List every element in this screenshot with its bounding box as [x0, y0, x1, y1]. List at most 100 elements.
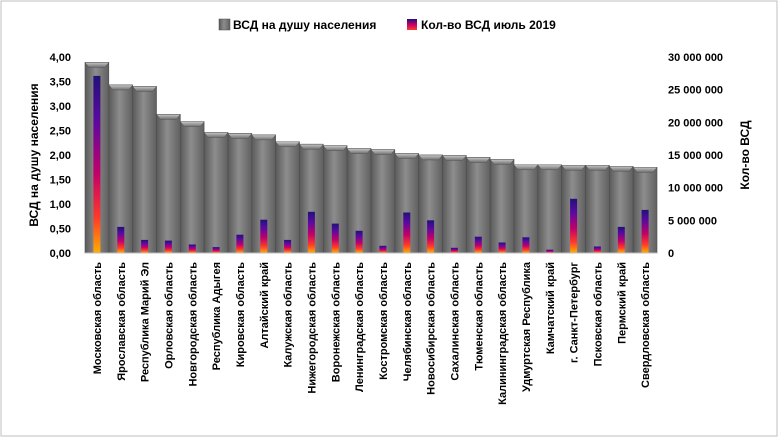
count-bar: [474, 236, 482, 253]
left-axis-title: ВСД на душу населения: [27, 83, 41, 226]
per-capita-bar: [132, 86, 157, 254]
right-tick-label: 15 000 000: [668, 150, 723, 162]
x-tick-label: Новосибирская область: [426, 262, 438, 395]
per-capita-bar-top: [561, 165, 586, 171]
x-tick-label: Республика Адыгея: [211, 262, 223, 370]
count-bar: [284, 239, 292, 253]
count-bar: [641, 209, 649, 253]
left-tick-label: 3,00: [50, 101, 71, 113]
per-capita-bar: [156, 114, 181, 254]
per-capita-bar-top: [489, 159, 515, 165]
per-capita-bar-top: [251, 134, 277, 141]
count-bars: [93, 75, 649, 254]
right-tick-label: 25 000 000: [668, 85, 723, 97]
per-capita-bar: [370, 149, 396, 254]
count-bar: [546, 249, 554, 253]
per-capita-bar-top: [632, 167, 658, 173]
x-tick-label: Костромская область: [378, 262, 390, 380]
x-tick-label: Калининградская область: [497, 262, 509, 405]
per-capita-bar-top: [370, 149, 396, 155]
x-tick-label: Свердловская область: [640, 262, 652, 388]
per-capita-bar-top: [418, 154, 443, 161]
count-bar: [307, 211, 315, 253]
x-tick-label: Тюменская область: [473, 262, 485, 371]
x-tick-label: Ленинградская область: [354, 262, 366, 392]
count-bar: [617, 226, 625, 253]
per-capita-bar-top: [513, 164, 539, 171]
left-tick-label: 1,00: [50, 199, 71, 211]
per-capita-bar-top: [203, 132, 229, 138]
per-capita-bar-top: [537, 164, 563, 171]
x-tick-label: Новгородская область: [187, 262, 199, 387]
per-capita-bar-top: [322, 145, 348, 151]
right-tick-label: 30 000 000: [668, 52, 723, 64]
count-bar: [331, 223, 339, 253]
count-bar: [379, 245, 387, 253]
per-capita-bar-top: [156, 114, 181, 120]
x-tick-label: Московская область: [92, 262, 104, 374]
x-tick-label: Удмуртская Республика: [521, 261, 533, 392]
count-bar: [355, 230, 363, 253]
count-bar: [260, 219, 268, 253]
per-capita-bar: [489, 159, 515, 254]
legend: ВСД на душу населения Кол-во ВСД июль 20…: [218, 18, 556, 32]
per-capita-bar-top: [275, 141, 300, 147]
count-bar: [522, 237, 530, 253]
count-bar: [403, 212, 411, 253]
per-capita-bar-top: [608, 166, 634, 172]
x-tick-label: Кировская область: [235, 262, 247, 367]
per-capita-bar-top: [132, 86, 157, 92]
x-tick-label: Камчатский край: [545, 262, 557, 354]
per-capita-bar: [180, 121, 205, 254]
per-capita-bar: [537, 164, 562, 254]
x-tick-label: Сахалинская область: [449, 262, 461, 381]
per-capita-bars: [84, 62, 658, 254]
count-bar: [593, 246, 601, 253]
count-bar: [450, 247, 458, 253]
count-bar: [117, 226, 125, 253]
left-tick-label: 0,50: [50, 224, 71, 236]
x-tick-label: Нижегородская область: [306, 262, 318, 394]
per-capita-bar-top: [84, 62, 110, 68]
right-tick-label: 5 000 000: [668, 215, 717, 227]
legend-label-per-capita: ВСД на душу населения: [233, 18, 376, 32]
x-axis-labels: Московская область Ярославская область Рес…: [92, 261, 652, 405]
left-tick-label: 3,50: [50, 77, 71, 89]
per-capita-bar-top: [108, 84, 134, 91]
per-capita-bar-top: [394, 153, 420, 159]
x-tick-label: Псковская область: [592, 262, 604, 367]
x-tick-label: Калужская область: [283, 262, 295, 368]
count-bar: [427, 220, 435, 253]
left-tick-label: 0,00: [50, 248, 71, 260]
count-bar: [141, 239, 149, 253]
per-capita-bar-top: [299, 144, 324, 150]
legend-label-count: Кол-во ВСД июль 2019: [421, 18, 556, 32]
x-tick-label: Орловская область: [163, 262, 175, 369]
per-capita-bar: [275, 141, 300, 254]
per-capita-bar: [442, 155, 467, 254]
per-capita-bar-top: [346, 148, 372, 154]
count-bar: [93, 75, 101, 254]
right-tick-label: 0: [668, 248, 674, 260]
per-capita-bar-top: [465, 157, 491, 163]
per-capita-bar: [203, 132, 229, 254]
x-tick-label: Ярославская область: [116, 262, 128, 381]
left-tick-label: 1,50: [50, 175, 71, 187]
left-axis-ticks: 0,00 0,50 1,00 1,50 2,00 2,50 3,00 3,50 4,00: [50, 52, 71, 260]
right-tick-label: 10 000 000: [668, 183, 723, 195]
legend-swatch-count: [407, 19, 417, 30]
x-tick-label: Челябинская область: [402, 262, 414, 382]
per-capita-bar-top: [227, 133, 253, 139]
right-axis-title: Кол-во ВСД: [738, 120, 752, 190]
per-capita-bar: [585, 165, 610, 254]
per-capita-bar-top: [442, 155, 467, 161]
x-tick-label: Пермский край: [616, 262, 628, 344]
x-tick-label: Воронежская область: [330, 262, 342, 382]
count-bar: [570, 198, 578, 253]
count-bar: [212, 247, 220, 253]
right-tick-label: 20 000 000: [668, 117, 723, 129]
x-tick-label: г. Санкт-Петербург: [569, 262, 581, 363]
right-axis-ticks: 0 5 000 000 10 000 000 15 000 000 20 000 000…: [668, 52, 723, 260]
